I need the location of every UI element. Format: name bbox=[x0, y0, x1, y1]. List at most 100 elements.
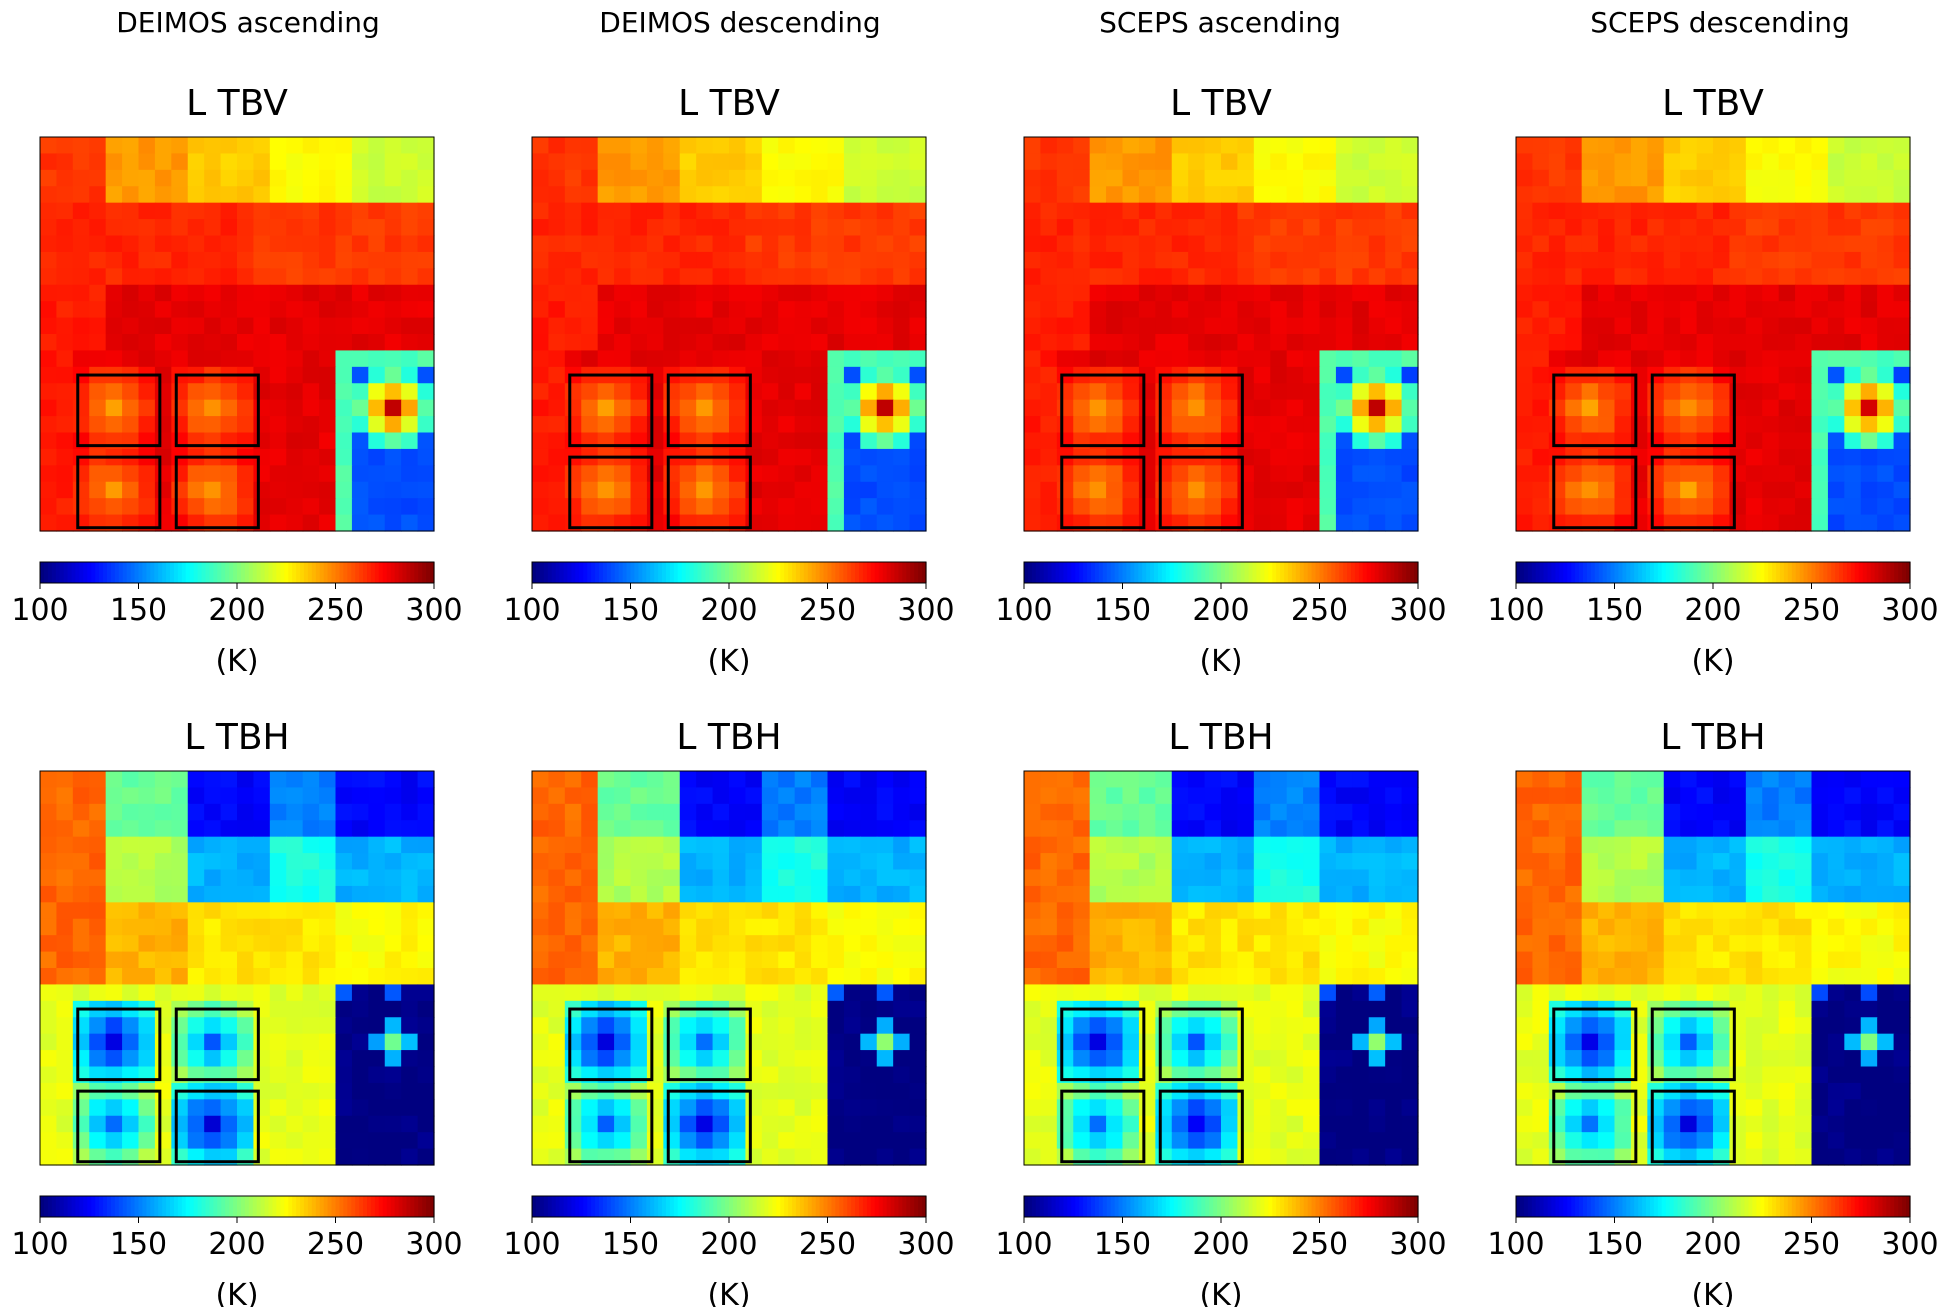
heatmap-cell bbox=[187, 853, 205, 871]
heatmap-cell bbox=[269, 869, 287, 887]
heatmap-cell bbox=[548, 448, 566, 466]
heatmap-cell bbox=[40, 918, 58, 936]
heatmap-cell bbox=[351, 902, 369, 920]
heatmap-cell bbox=[794, 268, 812, 286]
heatmap-cell bbox=[729, 918, 747, 936]
heatmap-cell bbox=[1319, 399, 1337, 417]
heatmap-cell bbox=[384, 984, 402, 1002]
colorbar-step bbox=[351, 562, 356, 583]
heatmap-cell bbox=[269, 383, 287, 401]
heatmap-cell bbox=[1368, 1050, 1386, 1068]
colorbar-step bbox=[268, 1196, 274, 1217]
heatmap-cell bbox=[1319, 268, 1337, 286]
panel-title: L TBV bbox=[1170, 83, 1272, 124]
heatmap-cell bbox=[843, 153, 861, 171]
heatmap-cell bbox=[1663, 251, 1681, 269]
heatmap-cell bbox=[597, 885, 615, 903]
heatmap-cell bbox=[1647, 219, 1665, 237]
colorbar-step bbox=[697, 1196, 703, 1217]
heatmap-cell bbox=[1155, 787, 1173, 805]
heatmap-cell bbox=[220, 803, 238, 821]
heatmap-cell bbox=[778, 317, 796, 335]
heatmap-cell bbox=[335, 268, 353, 286]
heatmap-cell bbox=[187, 416, 205, 434]
heatmap-cell bbox=[1614, 137, 1632, 155]
colorbar-step bbox=[339, 1196, 344, 1217]
colorbar-step bbox=[748, 562, 754, 583]
heatmap-cell bbox=[1762, 432, 1780, 450]
heatmap-cell bbox=[335, 1000, 353, 1018]
heatmap-cell bbox=[56, 432, 74, 450]
heatmap-cell bbox=[72, 268, 90, 286]
heatmap-cell bbox=[204, 301, 222, 319]
colorbar-step bbox=[1228, 562, 1234, 583]
heatmap-cell bbox=[712, 498, 730, 516]
heatmap-cell bbox=[1253, 1115, 1271, 1133]
heatmap-cell bbox=[729, 1050, 747, 1068]
heatmap-cell bbox=[1745, 416, 1763, 434]
heatmap-cell bbox=[154, 465, 172, 483]
heatmap-cell bbox=[269, 820, 287, 838]
heatmap-cell bbox=[1286, 317, 1304, 335]
heatmap-cell bbox=[811, 366, 829, 384]
colorbar-step bbox=[1575, 562, 1580, 583]
heatmap-cell bbox=[302, 186, 320, 204]
colorbar-step bbox=[634, 562, 639, 583]
colorbar-step bbox=[654, 1196, 659, 1217]
colorbar-step bbox=[1402, 562, 1407, 583]
heatmap-cell bbox=[712, 984, 730, 1002]
heatmap-cell bbox=[1893, 153, 1911, 171]
heatmap-cell bbox=[1303, 885, 1321, 903]
heatmap-cell bbox=[417, 1148, 435, 1166]
heatmap-cell bbox=[40, 268, 58, 286]
heatmap-cell bbox=[1155, 771, 1173, 789]
heatmap-cell bbox=[204, 219, 222, 237]
heatmap-cell bbox=[1319, 432, 1337, 450]
colorbar-step bbox=[197, 562, 203, 583]
heatmap-cell bbox=[1286, 350, 1304, 368]
heatmap-cell bbox=[581, 169, 599, 187]
heatmap-cell bbox=[1286, 399, 1304, 417]
heatmap-cell bbox=[646, 1017, 664, 1035]
colorbar-step bbox=[1335, 562, 1340, 583]
heatmap-cell bbox=[1024, 366, 1042, 384]
colorbar-tick-label: 200 bbox=[1684, 593, 1741, 628]
heatmap-cell bbox=[1221, 902, 1239, 920]
heatmap-cell bbox=[1385, 1099, 1403, 1117]
heatmap-cell bbox=[729, 1017, 747, 1035]
heatmap-cell bbox=[1237, 301, 1255, 319]
heatmap-cell bbox=[548, 1050, 566, 1068]
heatmap-cell bbox=[729, 498, 747, 516]
colorbar-step bbox=[776, 562, 781, 583]
heatmap-cell bbox=[1089, 317, 1107, 335]
colorbar-step bbox=[225, 562, 230, 583]
heatmap-cell bbox=[1122, 169, 1140, 187]
heatmap-cell bbox=[597, 268, 615, 286]
heatmap-cell bbox=[1155, 317, 1173, 335]
colorbar-step bbox=[343, 1196, 348, 1217]
heatmap-cell bbox=[40, 284, 58, 302]
heatmap-cell bbox=[1089, 1033, 1107, 1051]
heatmap-cell bbox=[1089, 301, 1107, 319]
heatmap-cell bbox=[1680, 334, 1698, 352]
heatmap-cell bbox=[1319, 301, 1337, 319]
colorbar-step bbox=[677, 562, 683, 583]
heatmap-cell bbox=[1844, 803, 1862, 821]
heatmap-cell bbox=[237, 902, 255, 920]
heatmap-cell bbox=[1270, 235, 1288, 253]
heatmap-cell bbox=[269, 1050, 287, 1068]
heatmap-cell bbox=[40, 1132, 58, 1150]
heatmap-cell bbox=[1352, 432, 1370, 450]
colorbar-step bbox=[1071, 1196, 1076, 1217]
heatmap-cell bbox=[319, 399, 337, 417]
heatmap-cell bbox=[171, 869, 189, 887]
heatmap-cell bbox=[614, 137, 632, 155]
heatmap-cell bbox=[138, 968, 156, 986]
heatmap-cell bbox=[187, 301, 205, 319]
colorbar-step bbox=[1094, 562, 1100, 583]
heatmap-cell bbox=[335, 885, 353, 903]
heatmap-cell bbox=[712, 1033, 730, 1051]
heatmap-cell bbox=[1138, 853, 1156, 871]
colorbar-step bbox=[1201, 1196, 1206, 1217]
colorbar-step bbox=[130, 562, 136, 583]
